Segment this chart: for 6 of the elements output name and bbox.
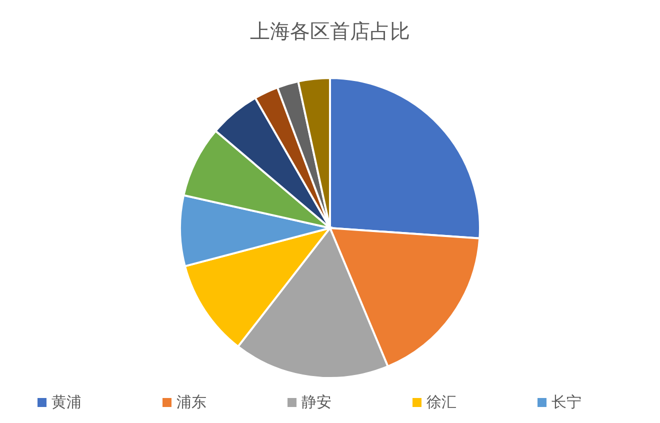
legend-label: 浦东 xyxy=(176,393,206,411)
legend-label: 静安 xyxy=(302,393,332,411)
legend-label: 黄浦 xyxy=(52,393,82,411)
chart-title: 上海各区首店占比 xyxy=(250,19,410,43)
legend-label: 长宁 xyxy=(552,393,582,411)
legend-label: 徐汇 xyxy=(426,393,456,411)
